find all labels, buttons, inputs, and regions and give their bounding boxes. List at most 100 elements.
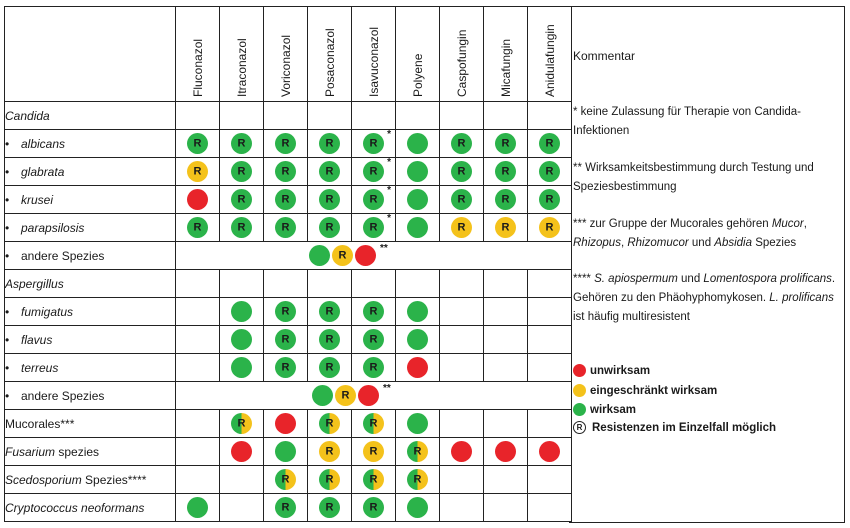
organism-name: parapsilosis: [21, 220, 85, 235]
resistance-marker: R: [369, 501, 378, 513]
resistance-marker: R: [325, 333, 334, 345]
bullet: •: [5, 332, 10, 347]
susceptibility-cell: R: [219, 129, 264, 158]
footnote-asterisk: *: [387, 157, 391, 168]
cell-limited-dot: R: [187, 161, 208, 182]
resistance-marker: R: [545, 221, 554, 233]
cell-variable-dot: R: [363, 413, 384, 434]
drug-header: Micafungin: [483, 6, 528, 102]
cell-effective-dot: R: [231, 133, 252, 154]
summary-effective-dot: [309, 245, 330, 266]
legend-text: Resistenzen im Einzelfall möglich: [592, 421, 777, 434]
susceptibility-cell: [527, 325, 572, 354]
cell-effective-dot: R: [363, 357, 384, 378]
resistance-marker: R: [457, 137, 466, 149]
footnote-double-asterisk: **: [383, 383, 391, 394]
cell-effective-dot: R: [495, 133, 516, 154]
resistance-marker: R: [501, 137, 510, 149]
organism-label: Fusarium spezies: [4, 437, 176, 466]
table-row: • flavus R R R: [4, 325, 572, 354]
susceptibility-cell: [483, 269, 528, 298]
resistance-marker: R: [281, 221, 290, 233]
susceptibility-cell: [439, 269, 484, 298]
resistance-marker: R: [338, 249, 347, 261]
drug-header: Caspofungin: [439, 6, 484, 102]
susceptibility-cell: R: [527, 213, 572, 242]
drug-header: Fluconazol: [175, 6, 220, 102]
cell-effective-dot: [407, 413, 428, 434]
bullet: •: [5, 136, 10, 151]
susceptibility-cell: R: [263, 325, 308, 354]
resistance-marker: R: [325, 193, 334, 205]
susceptibility-cell: R: [439, 129, 484, 158]
legend-item: unwirksam: [573, 364, 650, 377]
legend-text: unwirksam: [590, 364, 651, 377]
susceptibility-cell: R: [219, 213, 264, 242]
organism-label: • krusei: [4, 185, 176, 214]
legend-text: eingeschränkt wirksam: [590, 384, 718, 397]
table-row: Candida: [4, 101, 572, 130]
table-row: • andere Spezies R **: [4, 241, 572, 270]
susceptibility-cell: [439, 437, 484, 466]
susceptibility-cell: [219, 325, 264, 354]
cell-effective-dot: R: [187, 133, 208, 154]
susceptibility-cell: [395, 297, 440, 326]
susceptibility-cell: [395, 213, 440, 242]
cell-effective-dot: R: [319, 301, 340, 322]
susceptibility-cell: [483, 493, 528, 522]
susceptibility-cell: [175, 493, 220, 522]
susceptibility-cell: R: [307, 493, 352, 522]
organism-name: albicans: [21, 136, 66, 151]
table-row: Scedosporium Spezies**** R R R R: [4, 465, 572, 494]
susceptibility-cell: [483, 437, 528, 466]
susceptibility-cell: [219, 269, 264, 298]
table-row: • albicans R R R R R * R R R: [4, 129, 572, 158]
resistance-marker: R: [193, 221, 202, 233]
susceptibility-cell: [395, 269, 440, 298]
resistance-marker: R: [545, 137, 554, 149]
comment-column: Kommentar * keine Zulassung für Therapie…: [569, 6, 845, 523]
note-2: ** Wirksamkeitsbestimmung durch Testung …: [573, 162, 814, 193]
resistance-marker: R: [325, 305, 334, 317]
susceptibility-cell: [483, 409, 528, 438]
organism-name: fumigatus: [21, 304, 74, 319]
cell-effective-dot: R: [451, 133, 472, 154]
organism-label: • parapsilosis: [4, 213, 176, 242]
footnote-asterisk: *: [387, 213, 391, 224]
cell-ineffective-dot: [187, 189, 208, 210]
summary-effective-dot: [312, 385, 333, 406]
susceptibility-cell: R: [307, 185, 352, 214]
susceptibility-cell: R: [307, 213, 352, 242]
susceptibility-cell: [175, 437, 220, 466]
footnote-asterisk: *: [387, 185, 391, 196]
green-swatch-icon: [573, 403, 586, 416]
susceptibility-cell: [395, 185, 440, 214]
yellow-swatch-icon: [573, 384, 586, 397]
summary-limited-dot: R: [335, 385, 356, 406]
susceptibility-cell: [175, 325, 220, 354]
resistance-marker: R: [281, 473, 290, 485]
susceptibility-cell: [527, 353, 572, 382]
legend-item: eingeschränkt wirksam: [573, 384, 717, 397]
resistance-marker: R: [369, 193, 378, 205]
susceptibility-cell: R: [263, 465, 308, 494]
susceptibility-cell: [439, 409, 484, 438]
corner-cell: [4, 6, 176, 102]
summary-ineffective-dot: [358, 385, 379, 406]
susceptibility-cell: [439, 465, 484, 494]
cell-effective-dot: R: [495, 161, 516, 182]
susceptibility-cell: R: [307, 353, 352, 382]
organism-label: • flavus: [4, 325, 176, 354]
cell-effective-dot: R: [539, 161, 560, 182]
susceptibility-cell: [483, 297, 528, 326]
susceptibility-cell: R *: [351, 129, 396, 158]
susceptibility-cell: [263, 269, 308, 298]
organism-label: Aspergillus: [4, 269, 176, 298]
resistance-marker: R: [281, 137, 290, 149]
resistance-marker: R: [369, 333, 378, 345]
bullet: •: [5, 304, 10, 319]
drug-label: Itraconazol: [234, 38, 249, 97]
organism-name: andere Spezies: [21, 248, 105, 263]
cell-effective-dot: R: [275, 497, 296, 518]
